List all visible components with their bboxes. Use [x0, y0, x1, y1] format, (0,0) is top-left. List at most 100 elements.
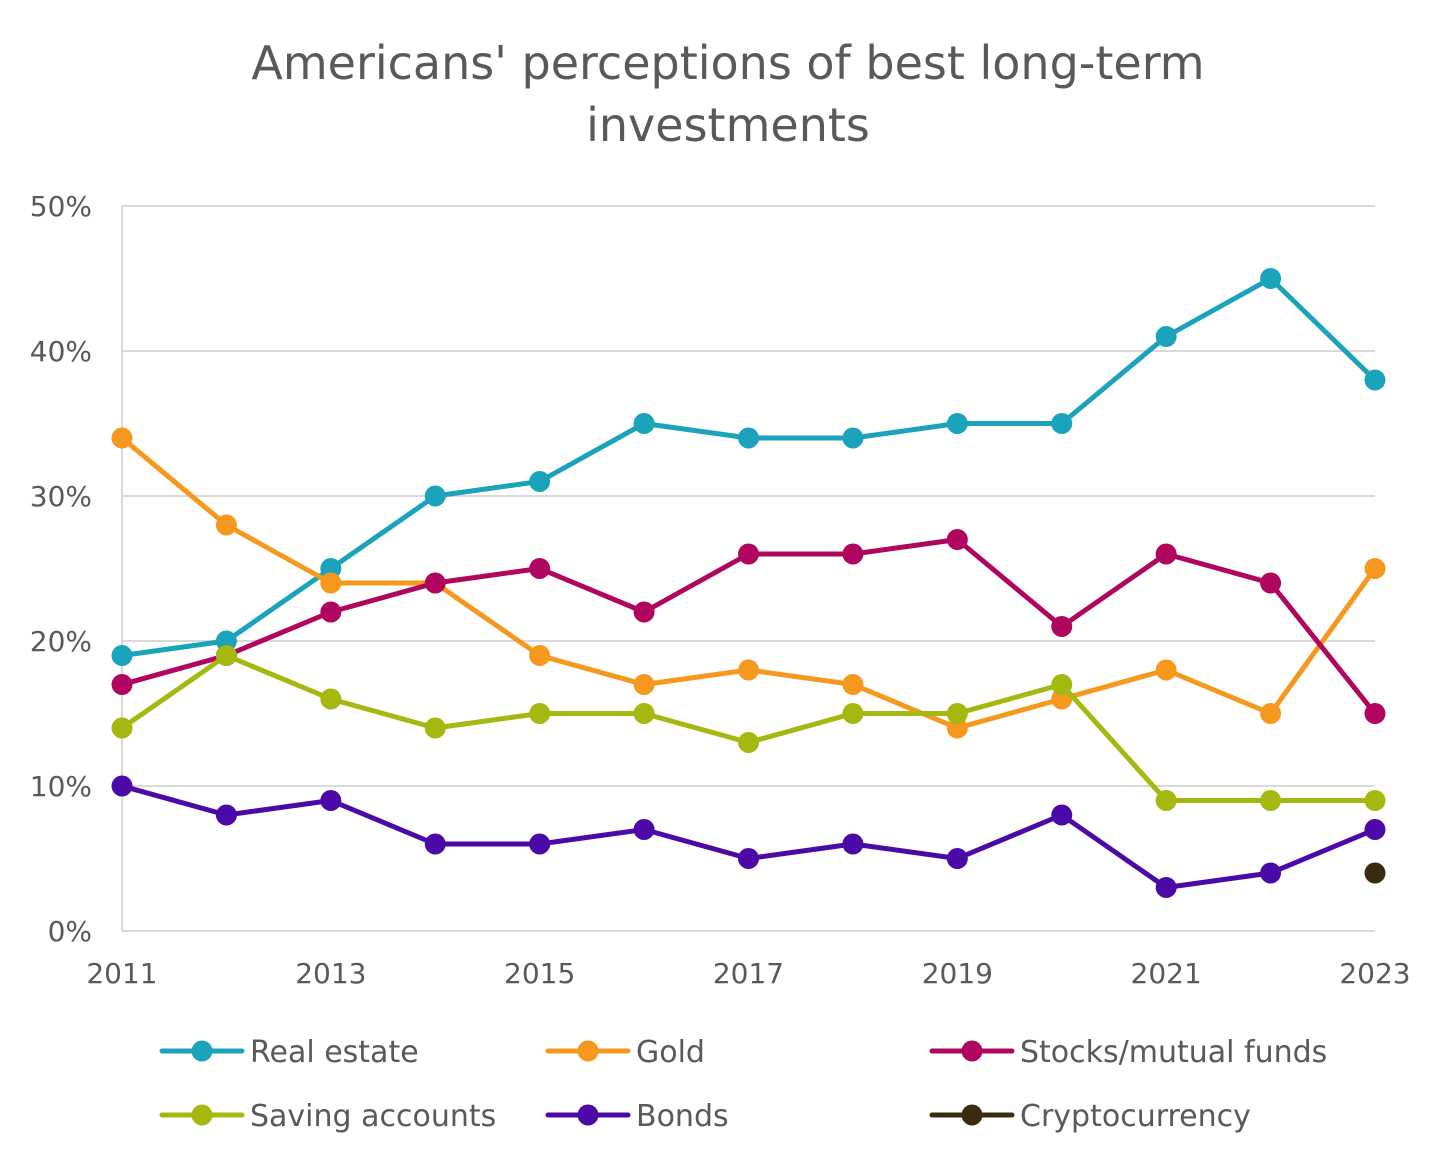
- data-point-bonds: [1051, 804, 1073, 826]
- axes: 0% 10% 20% 30% 40% 50% 2011 2013 2015 2017 2019 202…: [30, 190, 1411, 990]
- data-point-stocks-mutual-funds: [529, 558, 551, 579]
- data-point-bonds: [842, 833, 864, 855]
- data-point-real-estate: [842, 427, 864, 449]
- legend-item-saving-accounts: Saving accounts: [159, 1099, 496, 1134]
- series-gold: [111, 427, 1386, 739]
- data-point-stocks-mutual-funds: [1364, 703, 1386, 724]
- legend-label: Gold: [636, 1035, 705, 1070]
- data-point-gold: [1364, 558, 1386, 579]
- data-point-real-estate: [1364, 369, 1386, 391]
- x-tick-label: 2023: [1339, 957, 1410, 990]
- data-point-stocks-mutual-funds: [1051, 616, 1073, 637]
- chart-title-line-1: Americans' perceptions of best long-term: [251, 36, 1205, 90]
- data-point-gold: [842, 674, 864, 695]
- data-point-saving-accounts: [842, 703, 864, 724]
- legend-swatch-marker: [961, 1040, 983, 1062]
- data-point-gold: [1155, 659, 1177, 681]
- data-point-stocks-mutual-funds: [842, 543, 864, 565]
- data-point-bonds: [424, 833, 446, 855]
- data-point-stocks-mutual-funds: [1155, 543, 1177, 565]
- legend-label: Real estate: [250, 1035, 419, 1070]
- x-tick-label: 2021: [1131, 957, 1202, 990]
- y-tick-label: 20%: [30, 625, 92, 658]
- data-point-real-estate: [529, 471, 551, 492]
- data-point-saving-accounts: [1364, 790, 1386, 811]
- series-saving-accounts: [111, 645, 1386, 811]
- legend-item-stocks-mutual-funds: Stocks/mutual funds: [929, 1035, 1327, 1070]
- data-point-bonds: [738, 848, 759, 869]
- data-point-bonds: [215, 804, 237, 826]
- legend-item-gold: Gold: [545, 1035, 705, 1070]
- y-tick-label: 30%: [30, 480, 92, 513]
- legend-swatch-marker: [577, 1040, 599, 1062]
- data-point-gold: [738, 659, 759, 681]
- data-point-stocks-mutual-funds: [320, 601, 342, 623]
- data-point-bonds: [529, 833, 551, 855]
- series-line-stocks-mutual-funds: [119, 537, 1378, 716]
- y-tick-label: 0%: [48, 915, 92, 948]
- x-tick-label: 2013: [295, 957, 366, 990]
- legend-label: Cryptocurrency: [1020, 1099, 1251, 1134]
- legend: Real estate Gold Stocks/mutual funds Saving…: [159, 1035, 1327, 1134]
- data-point-gold: [946, 717, 968, 739]
- data-point-saving-accounts: [1260, 790, 1282, 811]
- gridlines: [122, 205, 1375, 932]
- data-point-stocks-mutual-funds: [633, 601, 655, 623]
- x-tick-label: 2019: [922, 957, 993, 990]
- series-bonds: [111, 775, 1386, 898]
- x-tick-label: 2015: [504, 957, 575, 990]
- data-point-real-estate: [1051, 413, 1073, 434]
- legend-label: Bonds: [636, 1099, 729, 1134]
- data-point-saving-accounts: [320, 688, 342, 710]
- legend-swatch-marker: [191, 1104, 213, 1126]
- data-point-bonds: [946, 848, 968, 869]
- series-line-real-estate: [119, 276, 1378, 658]
- data-point-gold: [320, 572, 342, 594]
- data-point-bonds: [1364, 819, 1386, 840]
- data-point-bonds: [320, 790, 342, 811]
- data-point-saving-accounts: [424, 717, 446, 739]
- data-point-real-estate: [946, 413, 968, 434]
- data-point-stocks-mutual-funds: [946, 529, 968, 550]
- data-point-real-estate: [424, 485, 446, 507]
- data-point-saving-accounts: [529, 703, 551, 724]
- data-point-cryptocurrency: [1364, 862, 1386, 884]
- data-point-stocks-mutual-funds: [111, 674, 133, 695]
- data-point-bonds: [1155, 877, 1177, 898]
- data-point-real-estate: [1260, 268, 1282, 289]
- legend-label: Saving accounts: [250, 1099, 496, 1134]
- series-real-estate: [111, 268, 1386, 666]
- data-point-stocks-mutual-funds: [424, 572, 446, 594]
- series-cryptocurrency: [1364, 862, 1386, 884]
- legend-label: Stocks/mutual funds: [1020, 1035, 1327, 1070]
- data-point-saving-accounts: [946, 703, 968, 724]
- y-tick-label: 50%: [30, 190, 92, 223]
- y-tick-label: 40%: [30, 335, 92, 368]
- data-point-stocks-mutual-funds: [1260, 572, 1282, 594]
- legend-swatch-marker: [191, 1040, 213, 1062]
- data-point-gold: [529, 645, 551, 666]
- data-point-saving-accounts: [215, 645, 237, 666]
- x-tick-label: 2011: [86, 957, 157, 990]
- data-point-bonds: [111, 775, 133, 797]
- data-point-real-estate: [633, 413, 655, 434]
- chart-title: Americans' perceptions of best long-term…: [228, 32, 1228, 156]
- data-point-bonds: [1260, 862, 1282, 884]
- chart-title-line-2: investments: [586, 98, 870, 152]
- data-point-real-estate: [215, 630, 237, 652]
- data-point-gold: [1260, 703, 1282, 724]
- data-point-gold: [111, 427, 133, 449]
- x-tick-label: 2017: [713, 957, 784, 990]
- data-point-gold: [633, 674, 655, 695]
- data-point-saving-accounts: [633, 703, 655, 724]
- series-lines: [111, 268, 1386, 898]
- data-point-stocks-mutual-funds: [738, 543, 759, 565]
- data-point-bonds: [633, 819, 655, 840]
- series-stocks-mutual-funds: [111, 529, 1386, 724]
- legend-item-cryptocurrency: Cryptocurrency: [929, 1099, 1251, 1134]
- data-point-saving-accounts: [1051, 674, 1073, 695]
- y-tick-label: 10%: [30, 770, 92, 803]
- data-point-saving-accounts: [111, 717, 133, 739]
